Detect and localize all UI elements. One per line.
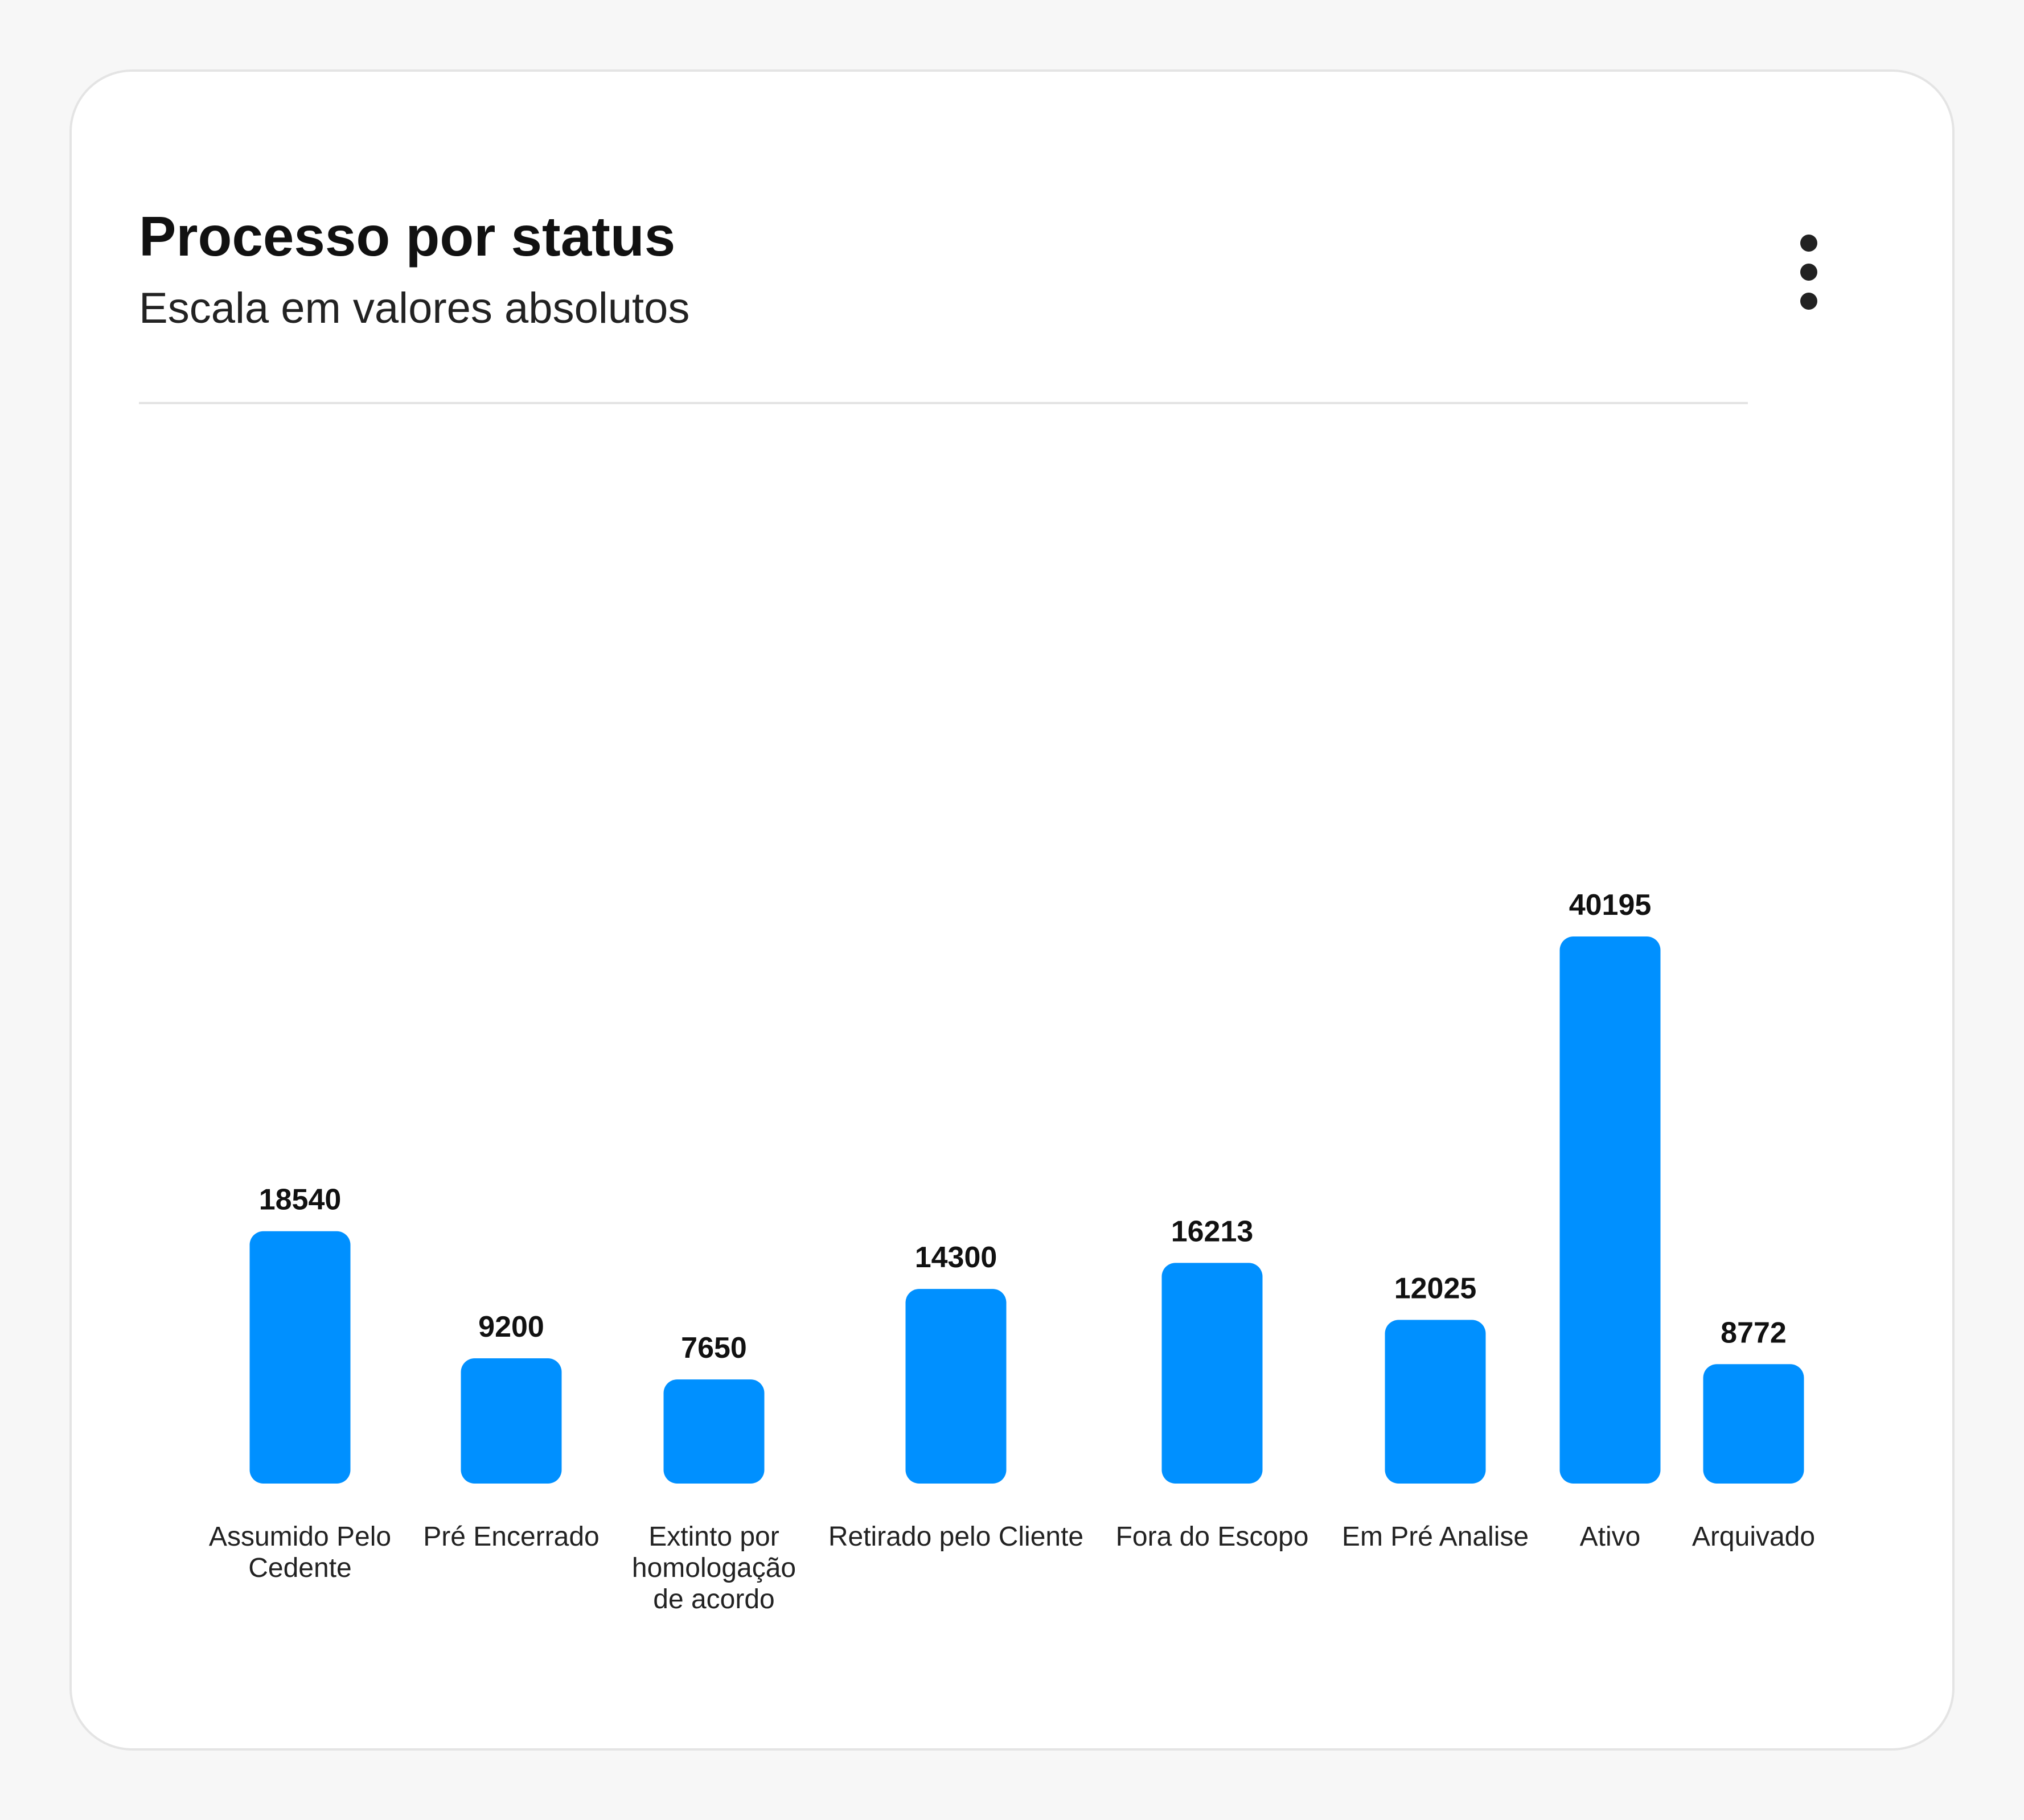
bar-0[interactable] [249, 1231, 351, 1484]
more-vertical-icon-dot-3 [1800, 293, 1817, 310]
category-label-line: Ativo [1580, 1522, 1641, 1552]
value-label-3: 14300 [915, 1241, 997, 1274]
value-label-2: 7650 [681, 1332, 747, 1365]
category-label-line: Arquivado [1692, 1522, 1815, 1552]
category-label-line: homologação [632, 1553, 796, 1583]
category-label-2: Extinto por homologação de acordo [632, 1522, 796, 1614]
category-label-line: Em Pré Analise [1342, 1522, 1529, 1552]
bar-2[interactable] [663, 1379, 765, 1484]
bar-6[interactable] [1559, 936, 1661, 1484]
bar-1[interactable] [461, 1358, 562, 1484]
category-label-line: Pré Encerrado [423, 1522, 600, 1552]
category-label-1: Pré Encerrado [423, 1522, 600, 1552]
category-label-line: Assumido Pelo [209, 1522, 391, 1552]
value-label-1: 9200 [478, 1310, 544, 1344]
category-label-line: Fora do Escopo [1116, 1522, 1309, 1552]
category-label-0: Assumido Pelo Cedente [209, 1522, 391, 1583]
chart-title: Processo por status [139, 205, 676, 268]
value-label-7: 8772 [1721, 1316, 1787, 1349]
category-label-6: Ativo [1580, 1522, 1641, 1552]
bar-5[interactable] [1385, 1320, 1486, 1484]
more-vertical-icon-dot-2 [1800, 264, 1817, 281]
header-divider [139, 402, 1748, 404]
category-label-3: Retirado pelo Cliente [828, 1522, 1083, 1552]
category-label-line: de acordo [653, 1584, 775, 1614]
value-label-6: 40195 [1569, 889, 1652, 922]
value-label-5: 12025 [1394, 1272, 1477, 1305]
value-label-0: 18540 [259, 1184, 342, 1217]
category-label-line: Retirado pelo Cliente [828, 1522, 1083, 1552]
category-label-line: Extinto por [648, 1522, 779, 1552]
bar-3[interactable] [905, 1289, 1007, 1484]
chart-subtitle: Escala em valores absolutos [139, 284, 690, 332]
category-label-4: Fora do Escopo [1116, 1522, 1309, 1552]
bar-7[interactable] [1703, 1364, 1804, 1484]
category-label-5: Em Pré Analise [1342, 1522, 1529, 1552]
more-options-button[interactable] [1776, 228, 1840, 319]
category-label-line: Cedente [248, 1553, 351, 1583]
value-label-4: 16213 [1171, 1215, 1254, 1248]
bar-4[interactable] [1161, 1263, 1263, 1484]
category-label-7: Arquivado [1692, 1522, 1815, 1552]
more-vertical-icon [1800, 235, 1817, 252]
